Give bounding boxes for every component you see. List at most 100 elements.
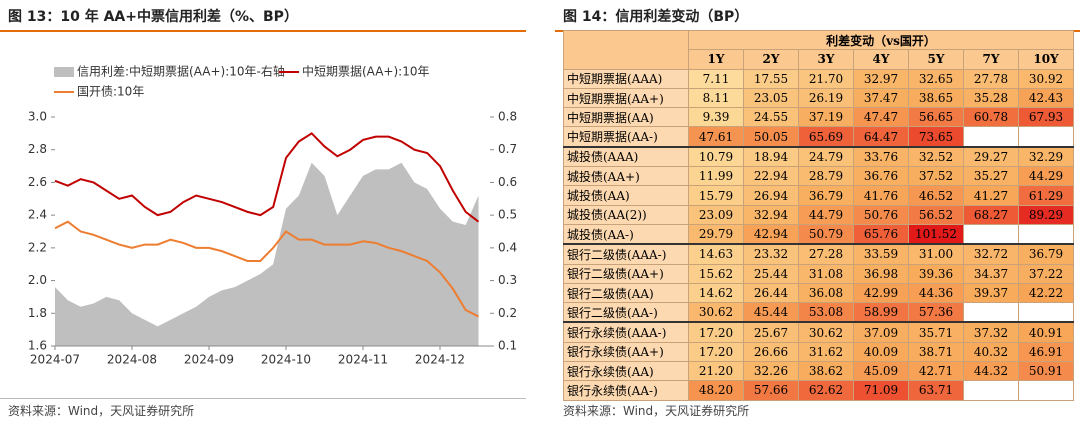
value-cell: 44.36	[908, 282, 964, 304]
legend-swatch	[54, 67, 74, 77]
value-cell: 32.29	[1018, 146, 1074, 168]
table-row: 银行永续债(AA+) 17.20 26.66 31.62 40.09 38.71 40.32…	[563, 341, 1074, 363]
x-tick-label: 2024-11	[338, 353, 388, 367]
value-cell: 25.44	[743, 263, 799, 284]
row-label: 中短期票据(AA+)	[563, 87, 689, 109]
value-cell: 63.71	[908, 380, 964, 401]
value-cell: 26.94	[743, 185, 799, 206]
value-cell: 44.32	[963, 361, 1019, 382]
row-label: 银行二级债(AA+)	[563, 263, 689, 284]
value-cell: 27.28	[798, 243, 854, 265]
row-label: 中短期票据(AA)	[563, 107, 689, 128]
value-cell: 24.79	[798, 146, 854, 168]
value-cell: 32.72	[963, 243, 1019, 265]
value-cell: 46.91	[1018, 341, 1074, 363]
value-cell: 64.47	[853, 126, 909, 148]
value-cell: 31.62	[798, 341, 854, 363]
y-tick-label: 1.8	[28, 306, 47, 320]
value-cell: 35.27	[963, 166, 1019, 187]
row-label: 中短期票据(AA-)	[563, 126, 689, 148]
value-cell: 22.94	[743, 166, 799, 187]
value-cell: 37.47	[853, 87, 909, 109]
value-cell: 36.76	[853, 166, 909, 187]
value-cell: 36.08	[798, 282, 854, 304]
value-cell: 25.67	[743, 321, 799, 343]
value-cell: 29.79	[688, 223, 744, 246]
value-cell: 53.08	[798, 302, 854, 324]
value-cell: 31.08	[798, 263, 854, 284]
value-cell: 37.09	[853, 321, 909, 343]
value-cell: 47.47	[853, 107, 909, 128]
value-cell: 23.09	[688, 204, 744, 225]
table-row: 城投债(AA(2)) 23.09 32.94 44.79 50.76 56.52 68.27…	[563, 204, 1074, 225]
value-cell: 73.65	[908, 126, 964, 148]
row-label: 中短期票据(AAA)	[563, 68, 689, 89]
column-header: 1Y	[688, 49, 744, 70]
value-cell: 50.79	[798, 223, 854, 246]
column-header: 2Y	[743, 49, 799, 70]
title-rule	[0, 30, 526, 32]
row-label: 城投债(AA)	[563, 185, 689, 206]
value-cell: 14.63	[688, 243, 744, 265]
value-cell: 39.37	[963, 282, 1019, 304]
value-cell: 65.69	[798, 126, 854, 148]
legend-label: 中短期票据(AA+):10年	[302, 64, 429, 79]
row-label: 银行永续债(AA-)	[563, 380, 689, 401]
value-cell: 45.09	[853, 361, 909, 382]
y-tick-label: 2.2	[28, 240, 47, 254]
value-cell: 21.20	[688, 361, 744, 382]
empty-cell	[1018, 223, 1074, 246]
value-cell: 40.09	[853, 341, 909, 363]
y2-tick-label: 0.4	[498, 240, 517, 254]
table-row: 银行二级债(AA) 14.62 26.44 36.08 42.99 44.36 39.37 4…	[563, 282, 1074, 304]
value-cell: 34.37	[963, 263, 1019, 284]
value-cell: 27.78	[963, 68, 1019, 89]
row-label: 城投债(AA+)	[563, 166, 689, 187]
y2-tick-label: 0.6	[498, 175, 517, 189]
value-cell: 65.76	[853, 223, 909, 246]
value-cell: 38.65	[908, 87, 964, 109]
y-tick-label: 3.0	[28, 110, 47, 124]
value-cell: 30.92	[1018, 68, 1074, 89]
empty-cell	[963, 380, 1019, 401]
empty-cell	[963, 126, 1019, 148]
y-tick-label: 2.6	[28, 175, 47, 189]
y-tick-label: 2.8	[28, 142, 47, 156]
table-row: 银行二级债(AA-) 30.62 45.44 53.08 58.99 57.36	[563, 302, 1074, 324]
row-label: 银行永续债(AA+)	[563, 341, 689, 363]
value-cell: 39.36	[908, 263, 964, 284]
chart-title: 图 13：10 年 AA+中票信用利差（%、BP）	[8, 9, 298, 25]
table-row: 银行二级债(AAA-) 14.63 23.32 27.28 33.59 31.00 32.7…	[563, 243, 1074, 265]
y-tick-label: 1.6	[28, 339, 47, 353]
value-cell: 24.55	[743, 107, 799, 128]
value-cell: 11.99	[688, 166, 744, 187]
value-cell: 42.43	[1018, 87, 1074, 109]
row-label: 银行二级债(AAA-)	[563, 243, 689, 265]
table-row: 中短期票据(AA-) 47.61 50.05 65.69 64.47 73.65	[563, 126, 1074, 148]
value-cell: 36.79	[1018, 243, 1074, 265]
y2-tick-label: 0.7	[498, 142, 517, 156]
value-cell: 23.05	[743, 87, 799, 109]
value-cell: 26.44	[743, 282, 799, 304]
x-tick-label: 2024-10	[261, 353, 311, 367]
value-cell: 41.76	[853, 185, 909, 206]
value-cell: 36.79	[798, 185, 854, 206]
table-row: 银行永续债(AAA-) 17.20 25.67 30.62 37.09 35.71 37.3…	[563, 321, 1074, 343]
value-cell: 89.29	[1018, 204, 1074, 225]
value-cell: 47.61	[688, 126, 744, 148]
value-cell: 23.32	[743, 243, 799, 265]
table-row: 中短期票据(AA+) 8.11 23.05 26.19 37.47 38.65 35.28 4…	[563, 87, 1074, 109]
header-row: 利差变动（vs国开）	[563, 29, 1074, 70]
value-cell: 32.97	[853, 68, 909, 89]
value-cell: 42.94	[743, 223, 799, 246]
x-tick-label: 2024-12	[415, 353, 465, 367]
row-label: 银行永续债(AA)	[563, 361, 689, 382]
value-cell: 32.65	[908, 68, 964, 89]
value-cell: 67.93	[1018, 107, 1074, 128]
table-row: 银行二级债(AA+) 15.62 25.44 31.08 36.98 39.36 34.37…	[563, 263, 1074, 284]
y-tick-label: 2.4	[28, 208, 47, 222]
value-cell: 58.99	[853, 302, 909, 324]
value-cell: 48.20	[688, 380, 744, 401]
value-cell: 32.94	[743, 204, 799, 225]
value-cell: 14.62	[688, 282, 744, 304]
